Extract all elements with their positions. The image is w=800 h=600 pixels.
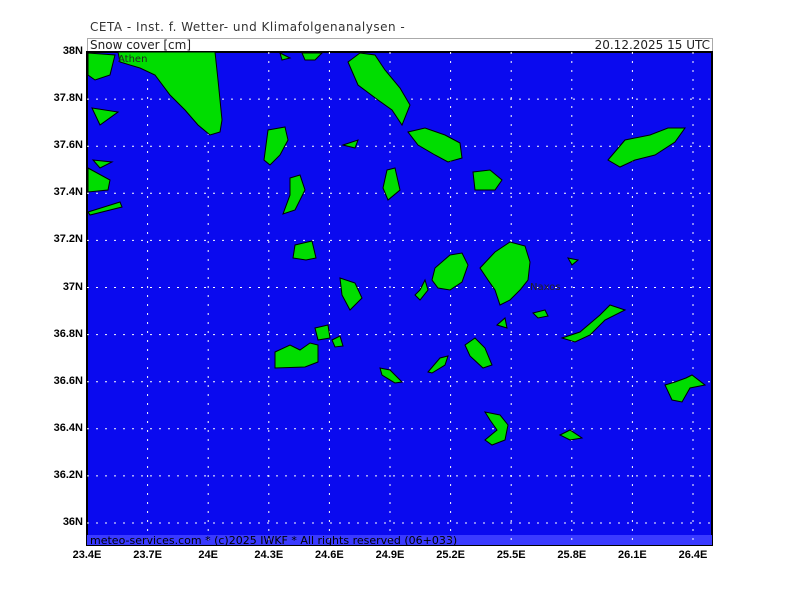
lat-tick-label: 37.4N xyxy=(53,186,83,199)
island xyxy=(87,201,123,216)
title-bar: Snow cover [cm] 20.12.2025 15 UTC xyxy=(87,38,713,52)
island xyxy=(91,107,120,126)
island xyxy=(464,337,493,369)
lat-tick-label: 36N xyxy=(62,516,83,528)
island xyxy=(347,52,411,127)
island xyxy=(472,169,503,191)
copyright-footer: meteo-services.com * (c)2025 IWKF * All … xyxy=(90,534,458,547)
footer-band xyxy=(87,535,712,545)
island xyxy=(427,355,449,374)
lon-tick-label: 26.1E xyxy=(618,549,647,561)
lon-tick-label: 25.2E xyxy=(436,549,465,561)
island xyxy=(414,278,429,301)
island xyxy=(341,139,359,149)
lon-tick-label: 24.3E xyxy=(254,549,284,561)
island xyxy=(567,257,580,266)
island xyxy=(558,429,584,441)
island xyxy=(91,159,114,169)
island xyxy=(664,374,707,403)
lat-tick-label: 38N xyxy=(62,45,83,57)
island xyxy=(479,241,531,306)
island xyxy=(314,324,331,341)
island xyxy=(87,167,111,193)
lat-tick-label: 36.4N xyxy=(53,421,83,434)
island xyxy=(117,51,223,136)
place-label-athen: Athen xyxy=(118,54,147,65)
island xyxy=(279,52,292,61)
island xyxy=(331,335,344,348)
island xyxy=(292,240,317,261)
valid-time: 20.12.2025 15 UTC xyxy=(594,38,710,52)
island xyxy=(407,127,463,163)
island xyxy=(301,52,324,61)
island xyxy=(431,252,469,291)
lat-tick-label: 37N xyxy=(62,280,83,293)
lat-tick-label: 37.8N xyxy=(53,92,83,105)
lon-tick-label: 25.5E xyxy=(496,549,526,561)
lon-tick-label: 24E xyxy=(198,549,218,561)
island xyxy=(607,127,686,168)
island xyxy=(532,309,549,319)
variable-label: Snow cover [cm] xyxy=(90,38,192,52)
lat-tick-label: 37.2N xyxy=(53,233,83,246)
island xyxy=(379,367,404,384)
island xyxy=(483,411,509,446)
lat-tick-label: 36.2N xyxy=(53,468,83,481)
lon-tick-label: 26.4E xyxy=(678,549,708,561)
island xyxy=(87,52,116,81)
lon-tick-label: 23.7E xyxy=(133,549,162,561)
place-label-naxos: Naxos xyxy=(530,282,561,293)
island xyxy=(495,317,508,329)
island xyxy=(274,342,319,369)
snow-cover-map: Athen Naxos xyxy=(86,51,713,546)
lat-tick-label: 37.6N xyxy=(53,139,83,152)
lon-tick-label: 25.8E xyxy=(557,549,587,561)
lat-tick-label: 36.8N xyxy=(53,327,83,340)
sea xyxy=(86,51,713,546)
island xyxy=(339,277,363,311)
island xyxy=(263,126,289,166)
land xyxy=(87,51,707,446)
island xyxy=(382,167,401,201)
lon-tick-label: 24.9E xyxy=(375,549,405,561)
organization-title: CETA - Inst. f. Wetter- und Klimafolgena… xyxy=(90,20,406,34)
lat-tick-label: 36.6N xyxy=(53,374,83,387)
island xyxy=(282,174,306,215)
lon-tick-label: 23.4E xyxy=(72,549,102,561)
island xyxy=(560,304,627,343)
lon-tick-label: 24.6E xyxy=(315,549,344,561)
